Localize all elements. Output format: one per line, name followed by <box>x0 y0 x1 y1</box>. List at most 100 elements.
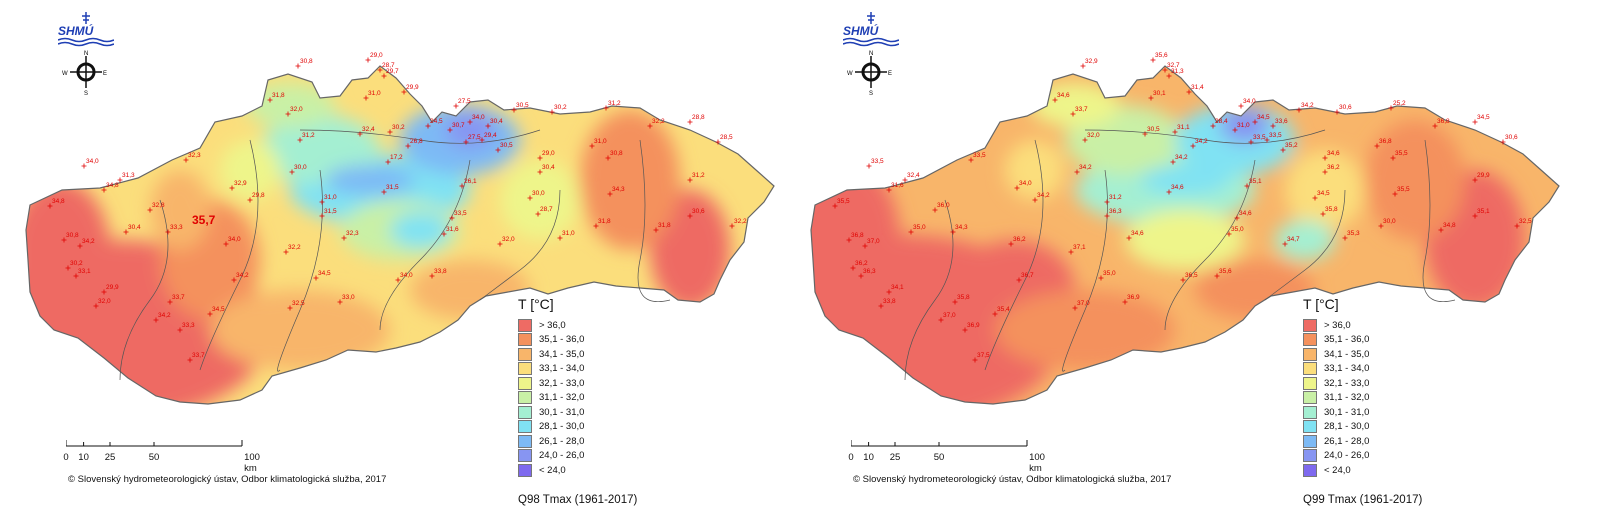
station-marker <box>992 311 998 317</box>
station-marker <box>1032 197 1038 203</box>
station-value: 30,5 <box>1147 126 1160 133</box>
station-value: 30,6 <box>1505 134 1518 141</box>
legend-label: 30,1 - 31,0 <box>1324 406 1370 418</box>
station-marker <box>850 265 856 271</box>
legend-title: T [°C] <box>1303 296 1339 312</box>
station-value: 30,1 <box>1153 90 1166 97</box>
legend-swatch <box>1303 347 1317 361</box>
station-marker <box>886 289 892 295</box>
legend-label: 24,0 - 26,0 <box>539 450 585 462</box>
legend-label: 35,1 - 36,0 <box>1324 334 1370 346</box>
station-value: 31,3 <box>1171 68 1184 75</box>
station-marker <box>153 317 159 323</box>
station-marker <box>341 235 347 241</box>
station-value: 34,5 <box>1317 190 1330 197</box>
scale-label-50: 50 <box>148 452 160 463</box>
station-marker <box>932 207 938 213</box>
station-marker <box>1080 63 1086 69</box>
station-marker <box>1226 231 1232 237</box>
station-value: 32,4 <box>907 172 920 179</box>
station-value: 31,2 <box>1109 194 1122 201</box>
station-value: 32,0 <box>98 298 111 305</box>
station-marker <box>1270 123 1276 129</box>
shmu-logo: SHMÚ <box>58 12 114 47</box>
station-marker <box>313 275 319 281</box>
map-panel-q98: SHMÚ N S E W <box>25 12 775 506</box>
station-value: 30,5 <box>516 102 529 109</box>
station-value: 26,8 <box>410 138 423 145</box>
station-marker <box>1122 299 1128 305</box>
station-value: 32,0 <box>1087 132 1100 139</box>
antenna-icon <box>82 12 90 24</box>
legend-row: 34,1 - 35,0 <box>1303 347 1423 362</box>
scale-bar: 0 10 25 50 100 km <box>63 438 260 474</box>
station-value: 34,3 <box>955 224 968 231</box>
station-value: 28,4 <box>1215 118 1228 125</box>
station-value: 27,5 <box>468 134 481 141</box>
station-marker <box>1074 169 1080 175</box>
station-marker <box>1150 57 1156 63</box>
station-value: 35,5 <box>1397 186 1410 193</box>
rivers <box>119 129 671 381</box>
legend-row: 35,1 - 36,0 <box>518 333 638 348</box>
legend-rows: > 36,0 35,1 - 36,0 34,1 - 35,0 33,1 - 34,0 3… <box>518 318 638 478</box>
station-value: 30,7 <box>452 122 465 129</box>
compass-n: N <box>84 51 88 57</box>
station-value: 31,0 <box>324 194 337 201</box>
station-value: 36,2 <box>1013 236 1026 243</box>
station-value: 31,6 <box>891 182 904 189</box>
legend-row: 26,1 - 28,0 <box>518 434 638 449</box>
legend-label: 28,1 - 30,0 <box>1324 421 1370 433</box>
station-marker <box>729 223 735 229</box>
station-marker <box>463 139 469 145</box>
station-marker <box>549 109 555 115</box>
temperature-map: 30,829,028,729,731,832,031,029,927,534,0… <box>25 52 775 405</box>
station-marker <box>117 177 123 183</box>
map-panel-q99: SHMÚ N S E W <box>785 0 1585 524</box>
station-value: 34,8 <box>52 198 65 205</box>
legend-row: 24,0 - 26,0 <box>1303 449 1423 464</box>
station-value: 35,2 <box>1285 142 1298 149</box>
station-value: 34,2 <box>158 312 171 319</box>
station-value: 29,9 <box>406 84 419 91</box>
station-value: 25,2 <box>1393 100 1406 107</box>
station-marker <box>593 223 599 229</box>
station-marker <box>381 73 387 79</box>
station-value: 34,2 <box>1301 102 1314 109</box>
legend-swatch <box>518 347 532 361</box>
station-marker <box>886 187 892 193</box>
legend-swatch <box>1303 376 1317 390</box>
station-marker <box>1052 97 1058 103</box>
station-value: 33,5 <box>1253 134 1266 141</box>
legend-label: < 24,0 <box>1324 464 1351 476</box>
station-value: 30,5 <box>500 142 513 149</box>
station-value: 34,0 <box>1019 180 1032 187</box>
station-value: 30,2 <box>70 260 83 267</box>
station-value: 30,8 <box>66 232 79 239</box>
scale-label-0: 0 <box>63 452 69 463</box>
station-value: 31,5 <box>386 184 399 191</box>
station-value: 33,8 <box>434 268 447 275</box>
legend-swatch <box>518 405 532 419</box>
station-value: 33,3 <box>182 322 195 329</box>
station-value: 34,5 <box>1477 114 1490 121</box>
station-marker <box>535 211 541 217</box>
station-value: 35,6 <box>1219 268 1232 275</box>
station-value: 31,5 <box>324 208 337 215</box>
legend-swatch <box>518 420 532 434</box>
station-value: 34,1 <box>891 284 904 291</box>
legend-swatch <box>1303 391 1317 405</box>
station-value: 36,8 <box>851 232 864 239</box>
station-marker <box>1190 143 1196 149</box>
legend-label: 26,1 - 28,0 <box>539 435 585 447</box>
waves-icon <box>843 37 899 47</box>
scale-bar: 0 10 25 50 100 km <box>848 438 1045 474</box>
legend-row: 28,1 - 30,0 <box>1303 420 1423 435</box>
station-labels: 32,9 35,6 32,731,3 34,6 33,7 30,1 31,4 34,0 34,5… <box>832 52 1532 363</box>
station-marker <box>607 191 613 197</box>
station-value: 33,1 <box>78 268 91 275</box>
legend-swatch <box>518 434 532 448</box>
copyright: © Slovenský hydrometeorologický ústav, O… <box>68 474 387 485</box>
legend-label: > 36,0 <box>539 319 566 331</box>
legend-label: 34,1 - 35,0 <box>539 348 585 360</box>
